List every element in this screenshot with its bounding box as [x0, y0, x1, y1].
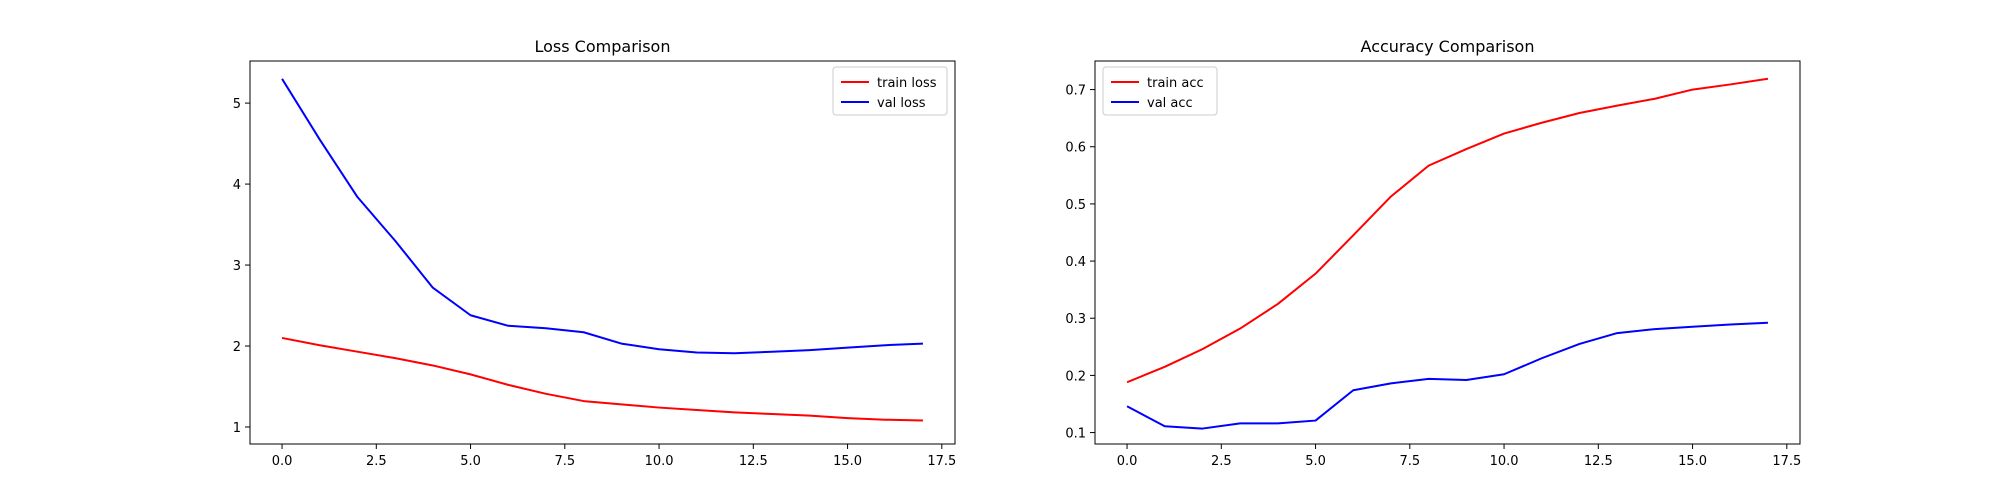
chart-1-legend-label-0: train acc — [1147, 76, 1204, 91]
chart-1-ytick-label: 0.6 — [1065, 141, 1086, 156]
chart-0-ytick-label: 3 — [233, 259, 241, 274]
chart-1-series-train-acc — [1126, 77, 1769, 384]
chart-0-xtick-label: 0.0 — [272, 454, 293, 469]
chart-0-legend-label-1: val loss — [877, 96, 926, 111]
chart-1-xtick-label: 5.0 — [1305, 454, 1326, 469]
chart-0-ytick-label: 2 — [233, 340, 241, 355]
chart-0-legend-label-0: train loss — [877, 76, 937, 91]
chart-0-axes-frame — [249, 60, 956, 445]
chart-0-ytick-label: 1 — [233, 421, 241, 436]
chart-0-xtick-label: 15.0 — [833, 454, 862, 469]
chart-0-xtick-label: 17.5 — [927, 454, 956, 469]
chart-1: Accuracy Comparison 0.0 2.5 5.0 7.5 10.0 12.5 1… — [1065, 37, 1801, 469]
chart-1-xtick-label: 15.0 — [1678, 454, 1707, 469]
chart-1-xtick-label: 2.5 — [1211, 454, 1232, 469]
chart-1-axes-frame — [1094, 60, 1801, 445]
chart-0-xtick-label: 12.5 — [739, 454, 768, 469]
chart-1-legend: train acc val acc — [1102, 66, 1218, 116]
chart-0-xtick-label: 2.5 — [366, 454, 387, 469]
chart-0-series-train-loss — [281, 336, 923, 422]
chart-1-xtick-label: 17.5 — [1772, 454, 1801, 469]
chart-0: Loss Comparison 0.0 2.5 5.0 7.5 10.0 12.5 15.0 1… — [233, 37, 957, 469]
chart-1-ytick-label: 0.1 — [1065, 427, 1086, 442]
chart-1-xtick-label: 10.0 — [1490, 454, 1519, 469]
chart-0-ytick-label: 4 — [233, 178, 241, 193]
chart-1-ytick-label: 0.3 — [1065, 312, 1086, 327]
chart-0-series-val-loss — [281, 78, 923, 355]
chart-0-xtick-label: 7.5 — [554, 454, 575, 469]
chart-0-xtick-label: 5.0 — [460, 454, 481, 469]
chart-1-xtick-label: 0.0 — [1117, 454, 1138, 469]
chart-1-xtick-label: 7.5 — [1399, 454, 1420, 469]
chart-1-series-val-acc — [1126, 321, 1768, 430]
chart-1-title: Accuracy Comparison — [1361, 37, 1535, 56]
chart-1-ytick-label: 0.7 — [1065, 84, 1086, 99]
chart-1-xtick-label: 12.5 — [1584, 454, 1613, 469]
chart-0-title: Loss Comparison — [535, 37, 671, 56]
chart-1-ytick-label: 0.5 — [1065, 198, 1086, 213]
chart-1-ytick-label: 0.2 — [1065, 369, 1086, 384]
chart-0-xtick-label: 10.0 — [645, 454, 674, 469]
chart-1-legend-label-1: val acc — [1147, 96, 1193, 111]
chart-1-ytick-label: 0.4 — [1065, 255, 1086, 270]
chart-0-legend: train loss val loss — [832, 66, 948, 116]
chart-0-ytick-label: 5 — [233, 97, 241, 112]
